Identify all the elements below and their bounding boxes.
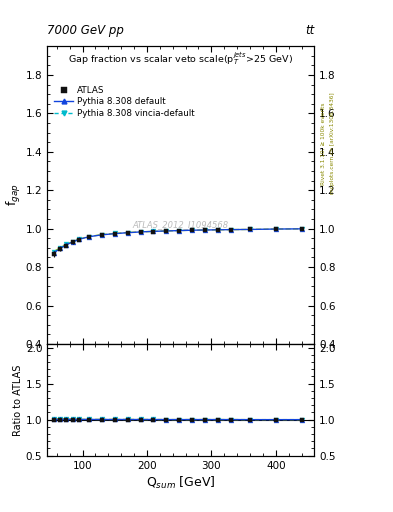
Text: 7000 GeV pp: 7000 GeV pp bbox=[47, 24, 124, 37]
Text: mcplots.cern.ch [arXiv:1306.3436]: mcplots.cern.ch [arXiv:1306.3436] bbox=[330, 93, 335, 194]
Text: Rivet 3.1.10, ≥ 100k events: Rivet 3.1.10, ≥ 100k events bbox=[320, 102, 325, 185]
Text: ATLAS_2012_I1094568: ATLAS_2012_I1094568 bbox=[133, 220, 229, 229]
Text: tt: tt bbox=[305, 24, 314, 37]
Legend: ATLAS, Pythia 8.308 default, Pythia 8.308 vincia-default: ATLAS, Pythia 8.308 default, Pythia 8.30… bbox=[54, 86, 195, 118]
Y-axis label: f$_{gap}$: f$_{gap}$ bbox=[5, 184, 23, 206]
Y-axis label: Ratio to ATLAS: Ratio to ATLAS bbox=[13, 364, 23, 436]
X-axis label: Q$_{sum}$ [GeV]: Q$_{sum}$ [GeV] bbox=[146, 475, 215, 491]
Text: Gap fraction vs scalar veto scale(p$_T^{jets}$>25 GeV): Gap fraction vs scalar veto scale(p$_T^{… bbox=[68, 51, 293, 68]
